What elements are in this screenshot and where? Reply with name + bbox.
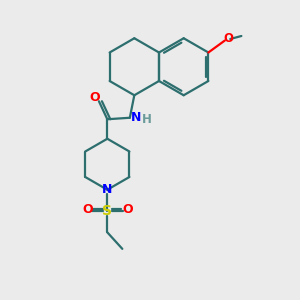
Text: N: N	[131, 111, 142, 124]
Text: N: N	[102, 183, 112, 196]
Text: H: H	[142, 113, 152, 126]
Text: O: O	[89, 91, 100, 104]
Text: O: O	[224, 32, 233, 46]
Text: O: O	[122, 203, 133, 216]
Text: O: O	[82, 203, 92, 216]
Text: S: S	[102, 204, 112, 218]
